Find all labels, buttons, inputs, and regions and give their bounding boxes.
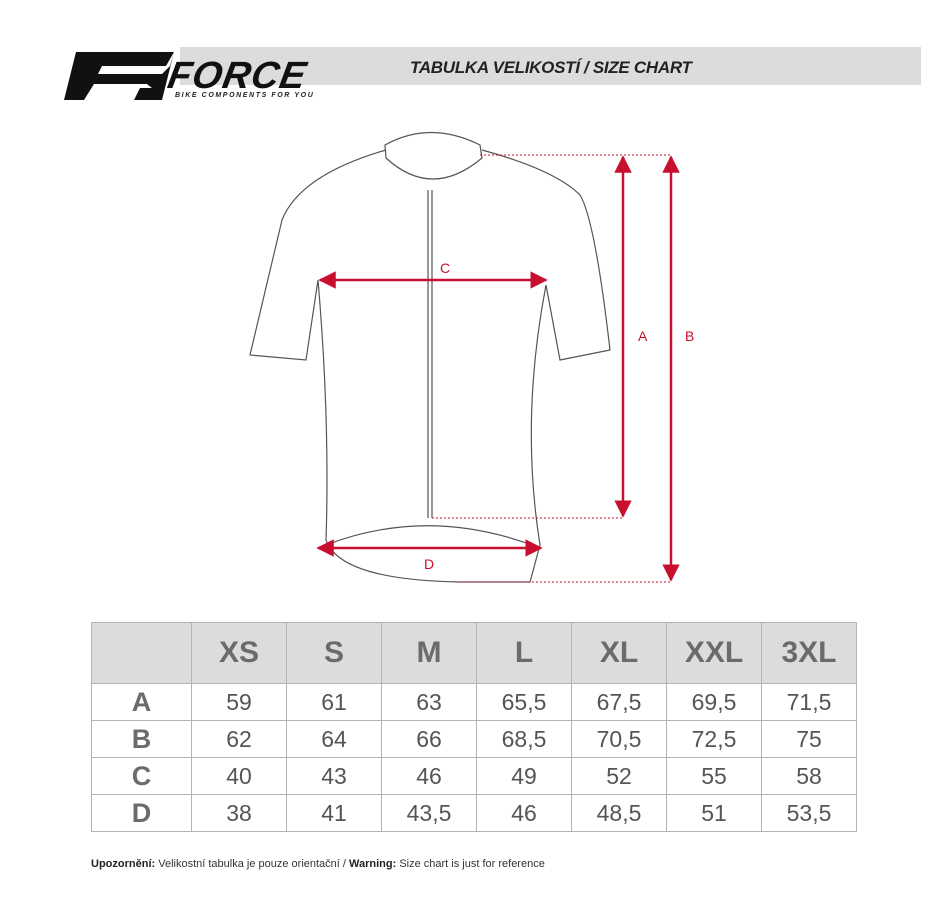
svg-text:FORCE: FORCE <box>165 54 311 97</box>
page-title: TABULKA VELIKOSTÍ / SIZE CHART <box>410 58 692 77</box>
label-b: B <box>685 328 694 344</box>
jersey-outline <box>249 132 611 583</box>
measurement-cell: 46 <box>476 794 572 832</box>
measurement-cell: 41 <box>286 794 382 832</box>
measurement-cell: 68,5 <box>476 720 572 758</box>
table-row: B 62 64 66 68,5 70,5 72,5 75 <box>91 720 857 758</box>
row-label: C <box>91 757 192 795</box>
jersey-diagram: A B C D <box>249 132 694 583</box>
measurement-cell: 58 <box>761 757 857 795</box>
measurement-cell: 75 <box>761 720 857 758</box>
size-header: M <box>381 622 477 684</box>
measurement-cell: 46 <box>381 757 477 795</box>
label-a: A <box>638 328 648 344</box>
warning-note: Upozornění: Velikostní tabulka je pouze … <box>91 858 545 870</box>
header-bar <box>180 47 921 85</box>
measurement-cell: 43,5 <box>381 794 477 832</box>
measurement-cell: 62 <box>191 720 287 758</box>
measurement-cell: 61 <box>286 683 382 721</box>
measurement-cell: 63 <box>381 683 477 721</box>
measurement-cell: 64 <box>286 720 382 758</box>
row-label: D <box>91 794 192 832</box>
measurement-cell: 70,5 <box>571 720 667 758</box>
measurement-cell: 55 <box>666 757 762 795</box>
label-c: C <box>440 260 450 276</box>
size-table: XS S M L XL XXL 3XL A 59 61 63 65,5 67,5 69,5 7… <box>91 622 857 832</box>
row-label: A <box>91 683 192 721</box>
table-row: D 38 41 43,5 46 48,5 51 53,5 <box>91 794 857 832</box>
size-header: 3XL <box>761 622 857 684</box>
size-header: L <box>476 622 572 684</box>
size-header: XS <box>191 622 287 684</box>
measurement-cell: 38 <box>191 794 287 832</box>
measurement-cell: 40 <box>191 757 287 795</box>
measurement-cell: 53,5 <box>761 794 857 832</box>
measurement-cell: 67,5 <box>571 683 667 721</box>
measurement-cell: 52 <box>571 757 667 795</box>
measurement-cell: 48,5 <box>571 794 667 832</box>
measurement-cell: 65,5 <box>476 683 572 721</box>
measurement-cell: 71,5 <box>761 683 857 721</box>
size-header: XL <box>571 622 667 684</box>
measurement-cell: 59 <box>191 683 287 721</box>
label-d: D <box>424 556 434 572</box>
size-header: S <box>286 622 382 684</box>
row-label: B <box>91 720 192 758</box>
table-row: A 59 61 63 65,5 67,5 69,5 71,5 <box>91 683 857 721</box>
size-header-row: XS S M L XL XXL 3XL <box>91 622 857 684</box>
size-header: XXL <box>666 622 762 684</box>
measurement-cell: 51 <box>666 794 762 832</box>
brand-tagline: BIKE COMPONENTS FOR YOU <box>175 92 315 99</box>
force-logo: FORCE <box>64 52 311 100</box>
table-row: C 40 43 46 49 52 55 58 <box>91 757 857 795</box>
measurement-cell: 66 <box>381 720 477 758</box>
measurement-cell: 43 <box>286 757 382 795</box>
measurement-cell: 72,5 <box>666 720 762 758</box>
measurement-cell: 49 <box>476 757 572 795</box>
measurement-cell: 69,5 <box>666 683 762 721</box>
